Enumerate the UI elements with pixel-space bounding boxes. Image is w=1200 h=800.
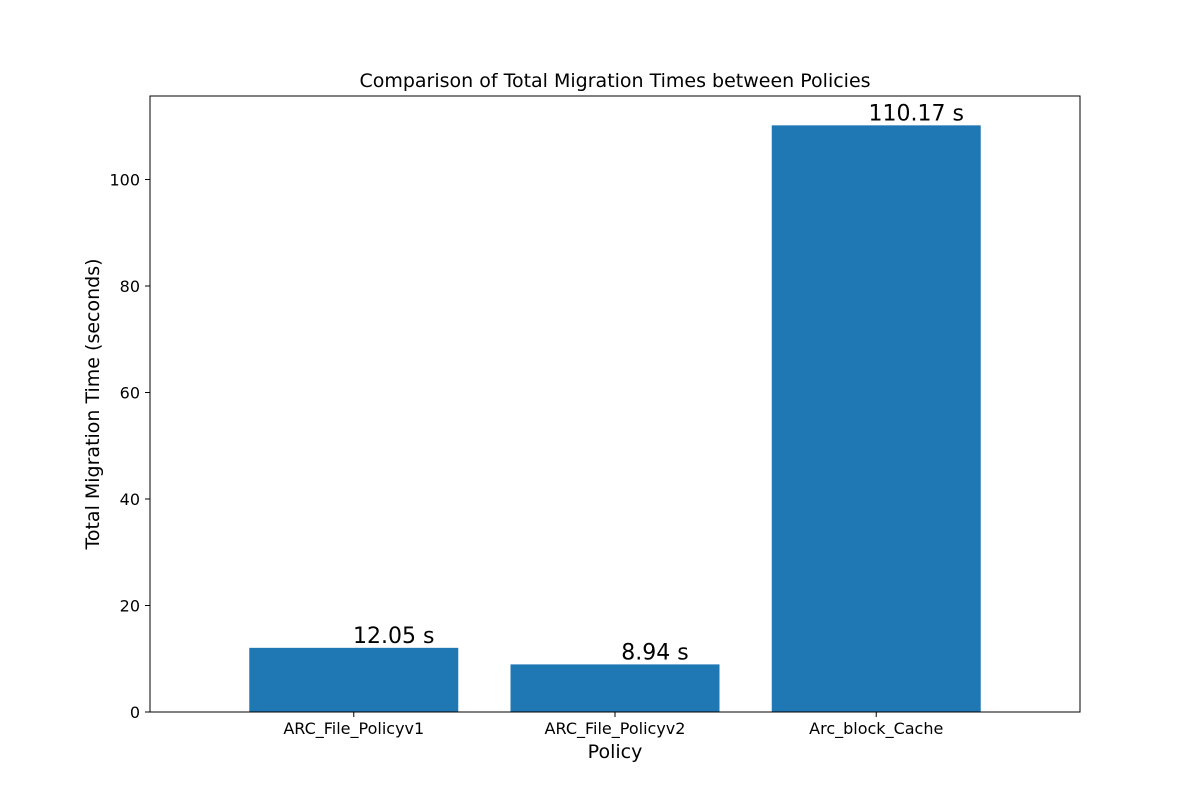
y-tick-label: 0 [130, 703, 140, 722]
bars-group [249, 125, 981, 712]
bar-arc-block-cache [771, 125, 981, 712]
y-axis-label: Total Migration Time (seconds) [82, 258, 104, 550]
plot-area-frame [149, 95, 1081, 713]
bar-arc-file-policyv1 [249, 647, 459, 712]
y-tick-label: 100 [109, 170, 140, 189]
x-tick-label: ARC_File_Policyv1 [283, 719, 424, 739]
bar-value-label: 8.94 s [621, 640, 688, 665]
x-axis-label: Policy [588, 741, 643, 763]
bar-value-label: 110.17 s [869, 101, 964, 126]
y-tick-label: 80 [120, 277, 140, 296]
y-tick-label: 20 [120, 596, 140, 615]
y-tick-label: 60 [120, 383, 140, 402]
y-tick-label: 40 [120, 490, 140, 509]
bar-value-labels: 12.05 s 8.94 s 110.17 s [353, 101, 964, 665]
axis-ticks: ARC_File_Policyv1 ARC_File_Policyv2 Arc_bl… [109, 170, 943, 739]
x-tick-label: ARC_File_Policyv2 [545, 719, 686, 739]
bar-arc-file-policyv2 [510, 664, 720, 712]
bar-value-label: 12.05 s [353, 624, 434, 649]
x-tick-label: Arc_block_Cache [809, 719, 943, 739]
chart-title: Comparison of Total Migration Times betw… [359, 70, 870, 92]
